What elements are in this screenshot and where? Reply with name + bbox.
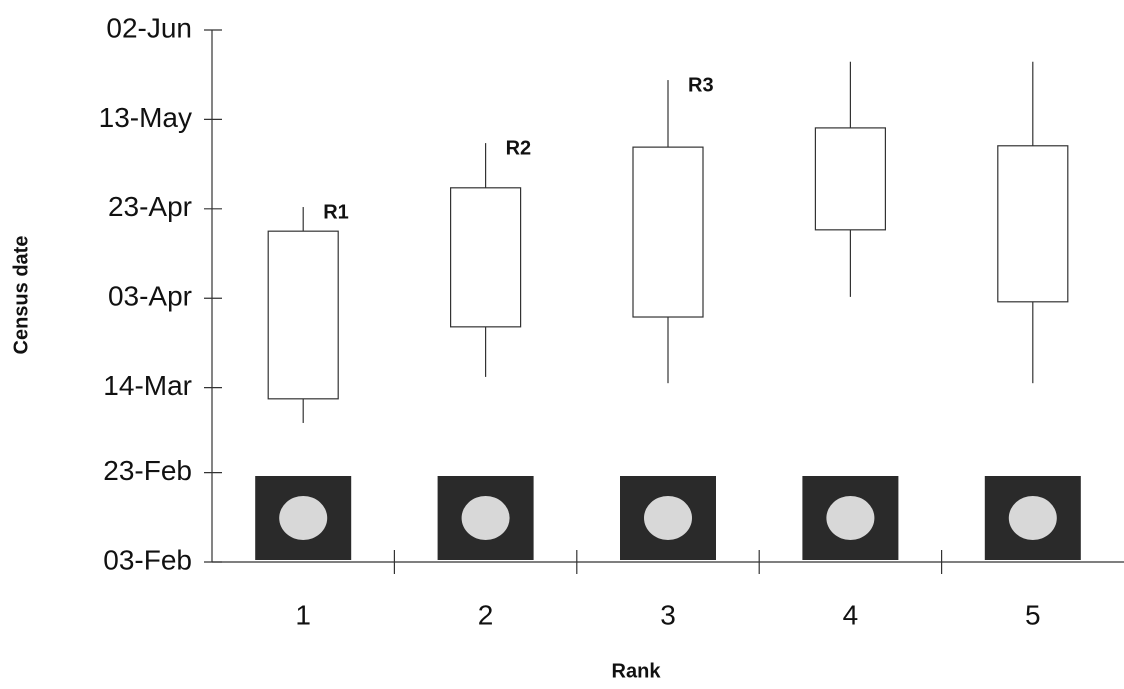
x-tick-label: 5 (1025, 599, 1041, 630)
y-tick-label: 02-Jun (106, 12, 192, 43)
y-axis-title: Census date (10, 236, 32, 355)
x-axis-title: Rank (612, 660, 662, 682)
y-tick-label: 13-May (99, 102, 192, 133)
y-tick-label: 23-Feb (103, 455, 192, 486)
x-tick-label: 1 (295, 599, 311, 630)
annotation: R2 (506, 137, 532, 159)
x-tick-label: 2 (478, 599, 494, 630)
annotation: R1 (323, 201, 349, 223)
y-tick-label: 03-Apr (108, 281, 192, 312)
box (450, 187, 522, 328)
y-tick-label: 14-Mar (103, 370, 192, 401)
annotation: R3 (688, 74, 714, 96)
specimen-image-detail (1008, 496, 1057, 540)
y-tick-label: 23-Apr (108, 191, 192, 222)
x-tick-label: 3 (660, 599, 676, 630)
x-tick-label: 4 (843, 599, 859, 630)
box (632, 146, 704, 318)
box (997, 145, 1069, 303)
box (267, 230, 339, 400)
specimen-image-detail (644, 496, 692, 540)
specimen-image-detail (461, 496, 510, 540)
specimen-image-detail (826, 496, 875, 540)
box (814, 127, 887, 231)
y-tick-label: 03-Feb (103, 544, 192, 575)
specimen-image-detail (279, 496, 328, 540)
